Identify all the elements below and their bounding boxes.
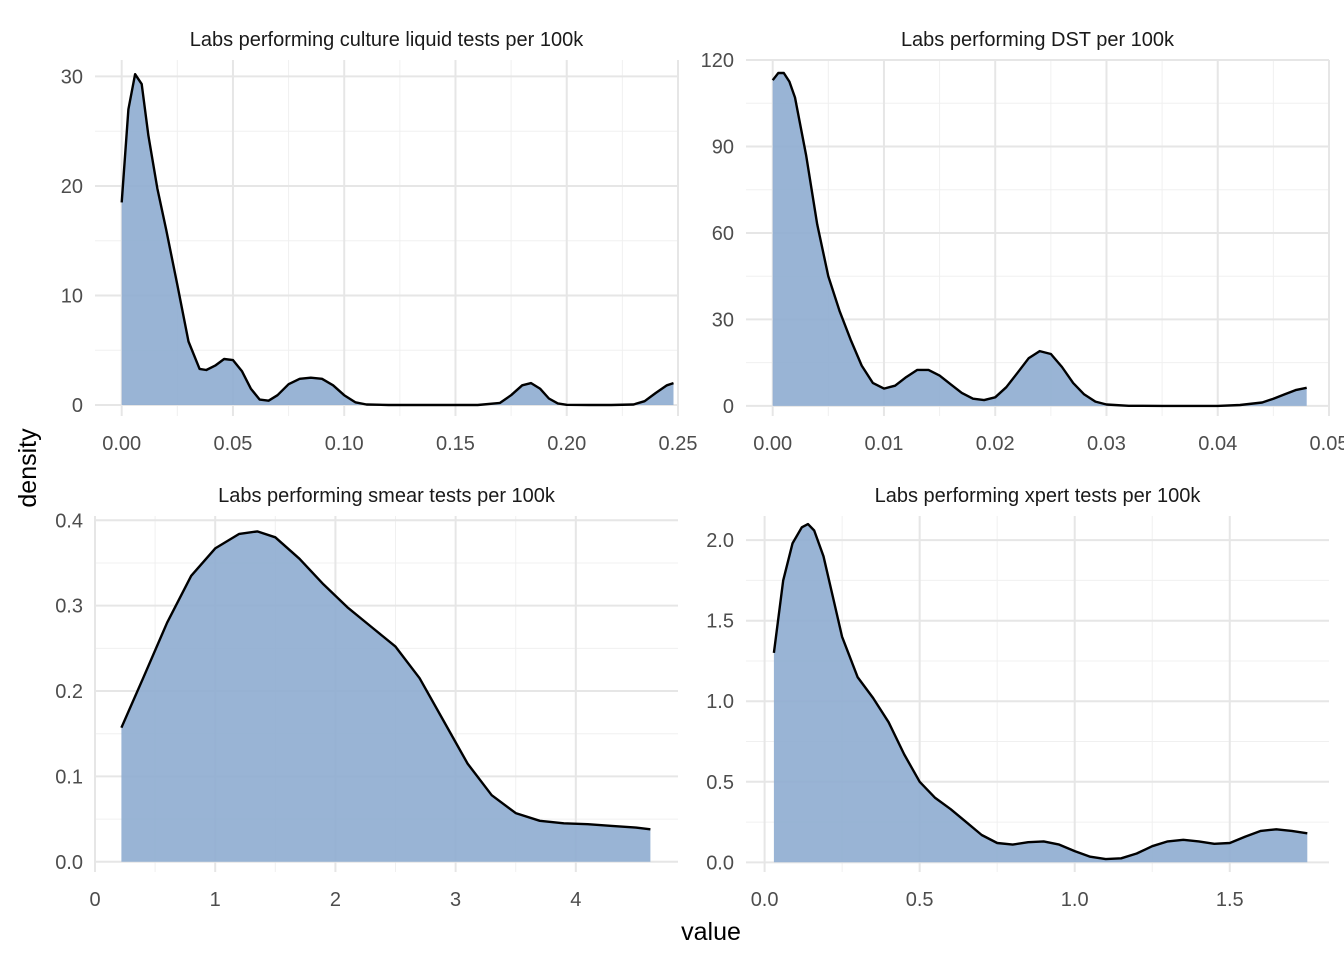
y-tick-label: 1.0 bbox=[706, 691, 734, 713]
density-area bbox=[772, 73, 1307, 406]
density-line bbox=[772, 522, 1308, 861]
x-tick-label: 0.15 bbox=[436, 433, 475, 455]
x-tick-label: 0.04 bbox=[1198, 433, 1237, 455]
x-tick-label: 0.20 bbox=[547, 433, 586, 455]
facet-panel-2: 0.00 0.01 0.02 0.03 0.04 0.05 0 30 60 90 120 Labs p… bbox=[701, 29, 1344, 455]
facet-title: Labs performing smear tests per 100k bbox=[218, 485, 556, 507]
x-tick-label: 0.5 bbox=[906, 889, 934, 911]
x-tick-label: 0.05 bbox=[1310, 433, 1344, 455]
facet-title: Labs performing DST per 100k bbox=[901, 29, 1175, 51]
density-line bbox=[120, 530, 651, 831]
density-line bbox=[120, 73, 674, 407]
y-tick-label: 0.2 bbox=[55, 681, 83, 703]
density-area bbox=[121, 74, 674, 405]
facet-title: Labs performing culture liquid tests per… bbox=[190, 29, 585, 51]
y-tick-label: 0 bbox=[723, 396, 734, 418]
y-tick-label: 0.3 bbox=[55, 596, 83, 618]
y-tick-label: 60 bbox=[712, 223, 734, 245]
y-tick-label: 0.1 bbox=[55, 766, 83, 788]
x-tick-label: 2 bbox=[330, 889, 341, 911]
x-tick-label: 4 bbox=[570, 889, 581, 911]
y-tick-label: 30 bbox=[712, 309, 734, 331]
facet-panel-4: 0.0 0.5 1.0 1.5 0.0 0.5 1.0 1.5 2.0 Labs performi… bbox=[706, 485, 1329, 911]
y-tick-label: 10 bbox=[61, 286, 83, 308]
facet-title: Labs performing xpert tests per 100k bbox=[875, 485, 1202, 507]
y-tick-label: 90 bbox=[712, 136, 734, 158]
y-tick-label: 0.0 bbox=[55, 852, 83, 874]
x-tick-label: 0.00 bbox=[102, 433, 141, 455]
y-tick-label: 1.5 bbox=[706, 611, 734, 633]
x-tick-label: 0.10 bbox=[325, 433, 364, 455]
y-tick-label: 120 bbox=[701, 50, 734, 72]
x-tick-label: 0.03 bbox=[1087, 433, 1126, 455]
x-tick-label: 1 bbox=[210, 889, 221, 911]
x-tick-label: 0 bbox=[89, 889, 100, 911]
x-tick-label: 1.5 bbox=[1216, 889, 1244, 911]
y-tick-label: 0 bbox=[72, 395, 83, 417]
x-tick-label: 0.25 bbox=[659, 433, 698, 455]
x-axis-title: value bbox=[681, 918, 741, 946]
y-tick-label: 20 bbox=[61, 176, 83, 198]
facet-panel-1: 0.00 0.05 0.10 0.15 0.20 0.25 0 10 20 30 Labs perf… bbox=[61, 29, 698, 455]
density-area bbox=[773, 524, 1308, 863]
x-tick-label: 3 bbox=[450, 889, 461, 911]
x-tick-label: 0.02 bbox=[976, 433, 1015, 455]
x-tick-label: 0.05 bbox=[213, 433, 252, 455]
x-tick-label: 0.00 bbox=[753, 433, 792, 455]
y-tick-label: 30 bbox=[61, 66, 83, 88]
y-tick-label: 0.0 bbox=[706, 852, 734, 874]
x-tick-label: 0.0 bbox=[751, 889, 779, 911]
y-tick-label: 2.0 bbox=[706, 530, 734, 552]
x-tick-label: 0.01 bbox=[864, 433, 903, 455]
y-tick-label: 0.5 bbox=[706, 772, 734, 794]
density-area bbox=[121, 531, 651, 862]
facet-panel-3: 0 1 2 3 4 0.0 0.1 0.2 0.3 0.4 Labs performing smea… bbox=[55, 485, 678, 911]
x-tick-label: 1.0 bbox=[1061, 889, 1089, 911]
y-tick-label: 0.4 bbox=[55, 510, 83, 532]
y-axis-title: density bbox=[14, 428, 42, 508]
density-line bbox=[771, 71, 1307, 408]
